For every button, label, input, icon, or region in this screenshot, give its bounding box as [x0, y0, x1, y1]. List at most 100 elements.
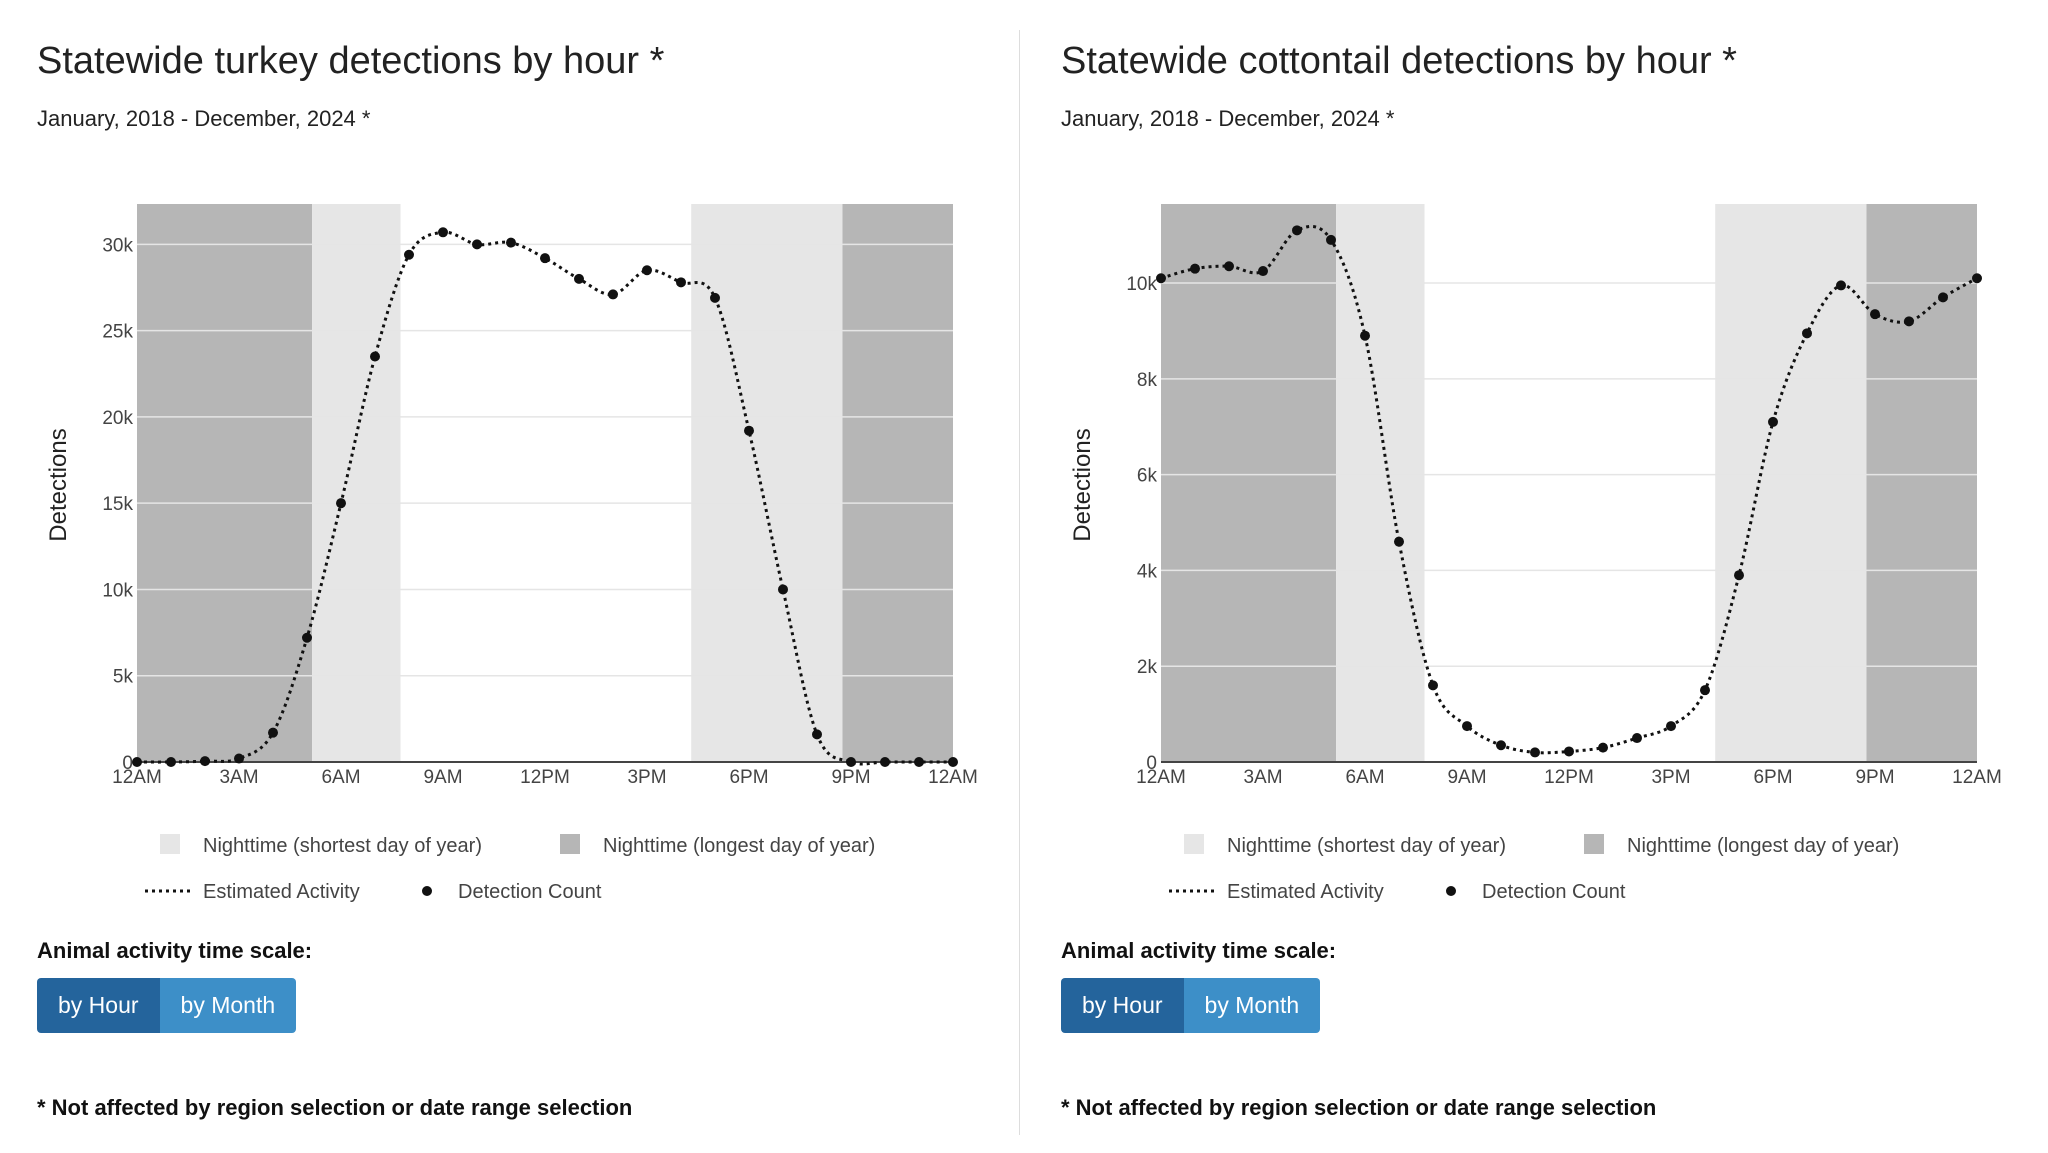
x-tick-label: 3PM — [627, 767, 666, 788]
y-axis-title: Detections — [1069, 428, 1096, 541]
x-tick-label: 6PM — [1753, 767, 1792, 788]
detection-point — [336, 498, 346, 509]
detection-point — [404, 249, 414, 260]
date-range-subtitle: January, 2018 - December, 2024 * — [37, 106, 371, 131]
y-axis-title: Detections — [45, 428, 72, 541]
turkey-panel: Statewide turkey detections by hour * Ja… — [0, 0, 1010, 1153]
detection-point — [1530, 747, 1540, 758]
detection-point — [914, 757, 924, 767]
x-tick-label: 6AM — [1345, 767, 1384, 788]
detection-point — [642, 265, 652, 276]
y-tick-label: 25k — [102, 322, 133, 343]
by-month-button[interactable]: by Month — [1183, 978, 1321, 1033]
detection-point — [472, 239, 482, 250]
time-scale-label: Animal activity time scale: — [37, 938, 313, 963]
detection-point — [166, 757, 176, 767]
by-hour-button[interactable]: by Hour — [1061, 978, 1184, 1033]
cottontail-hourly-chart[interactable]: 0 2k 4k 6k 8k 10k 12AM 3AM 6AM 9AM 12PM 3PM 6PM 9PM 12… — [1024, 150, 2034, 910]
x-tick-label: 12AM — [928, 767, 978, 788]
night-shortest-band — [1336, 204, 1425, 762]
detection-point — [778, 584, 788, 595]
detection-point — [1632, 733, 1642, 744]
y-tick-label: 2k — [1137, 657, 1158, 678]
legend-detection-swatch — [1446, 886, 1456, 896]
chart-title: Statewide turkey detections by hour * — [37, 40, 665, 82]
detection-point — [1258, 266, 1268, 277]
legend-night-shortest-swatch — [1184, 834, 1204, 854]
night-shortest-band — [1715, 204, 1867, 762]
y-tick-label: 20k — [102, 408, 133, 429]
detection-point — [1870, 309, 1880, 320]
legend-detection-label: Detection Count — [458, 881, 602, 903]
detection-point — [880, 757, 890, 767]
legend-night-shortest-label: Nighttime (shortest day of year) — [1227, 835, 1506, 857]
time-scale-toggle: by Hour by Month — [37, 978, 297, 1033]
detection-point — [1598, 742, 1608, 753]
detection-point — [1292, 225, 1302, 236]
detection-point — [1326, 234, 1336, 245]
by-hour-button[interactable]: by Hour — [37, 978, 160, 1033]
legend-night-shortest-swatch — [160, 834, 180, 854]
y-tick-label: 30k — [102, 235, 133, 256]
detection-point — [608, 289, 618, 300]
panel-divider — [1019, 30, 1020, 1135]
detection-point — [1904, 316, 1914, 327]
x-tick-label: 12AM — [112, 767, 162, 788]
y-tick-label: 4k — [1137, 561, 1158, 582]
legend-night-longest-swatch — [1584, 834, 1604, 854]
y-tick-label: 0 — [122, 753, 133, 774]
footnote: * Not affected by region selection or da… — [1061, 1095, 1657, 1120]
legend-activity-label: Estimated Activity — [203, 881, 360, 903]
x-tick-label: 9PM — [831, 767, 870, 788]
detection-point — [1734, 570, 1744, 581]
x-tick-label: 3PM — [1651, 767, 1690, 788]
x-tick-label: 3AM — [1243, 767, 1282, 788]
cottontail-panel: Statewide cottontail detections by hour … — [1024, 0, 2034, 1153]
y-tick-label: 10k — [1126, 274, 1157, 295]
detection-point — [506, 237, 516, 248]
y-tick-label: 15k — [102, 494, 133, 515]
detection-point — [200, 756, 210, 767]
detection-point — [1394, 536, 1404, 547]
legend-night-longest-label: Nighttime (longest day of year) — [603, 835, 875, 857]
legend-detection-label: Detection Count — [1482, 881, 1626, 903]
x-tick-label: 9AM — [423, 767, 462, 788]
turkey-hourly-chart[interactable]: 0 5k 10k 15k 20k 25k 30k 12AM 3AM 6AM 9AM 12PM 3PM 6P… — [0, 150, 1010, 910]
detection-point — [846, 757, 856, 767]
detection-point — [1190, 263, 1200, 274]
detection-point — [302, 632, 312, 643]
chart-title: Statewide cottontail detections by hour … — [1061, 40, 1737, 82]
night-longest-band — [1866, 204, 1977, 762]
legend-night-longest-swatch — [560, 834, 580, 854]
night-longest-band — [137, 204, 313, 762]
date-range-subtitle: January, 2018 - December, 2024 * — [1061, 106, 1395, 131]
night-longest-band — [842, 204, 953, 762]
detection-point — [744, 425, 754, 436]
detection-point — [1836, 280, 1846, 291]
detection-point — [438, 227, 448, 238]
y-tick-label: 6k — [1137, 466, 1158, 487]
x-tick-label: 12PM — [1544, 767, 1594, 788]
x-tick-label: 3AM — [219, 767, 258, 788]
detection-point — [1156, 273, 1166, 284]
y-tick-label: 10k — [102, 580, 133, 601]
y-tick-label: 8k — [1137, 370, 1158, 391]
detection-point — [370, 351, 380, 362]
legend-activity-label: Estimated Activity — [1227, 881, 1384, 903]
detection-point — [234, 753, 244, 764]
legend-night-longest-label: Nighttime (longest day of year) — [1627, 835, 1899, 857]
x-tick-label: 9AM — [1447, 767, 1486, 788]
detection-point — [812, 729, 822, 740]
detection-point — [710, 292, 720, 303]
x-tick-label: 9PM — [1855, 767, 1894, 788]
detection-point — [1700, 685, 1710, 696]
footnote: * Not affected by region selection or da… — [37, 1095, 633, 1120]
x-tick-label: 12PM — [520, 767, 570, 788]
detection-point — [1496, 740, 1506, 751]
by-month-button[interactable]: by Month — [159, 978, 297, 1033]
legend-night-shortest-label: Nighttime (shortest day of year) — [203, 835, 482, 857]
x-tick-label: 6PM — [729, 767, 768, 788]
x-tick-label: 6AM — [321, 767, 360, 788]
detection-point — [1564, 746, 1574, 757]
detection-point — [1462, 721, 1472, 732]
